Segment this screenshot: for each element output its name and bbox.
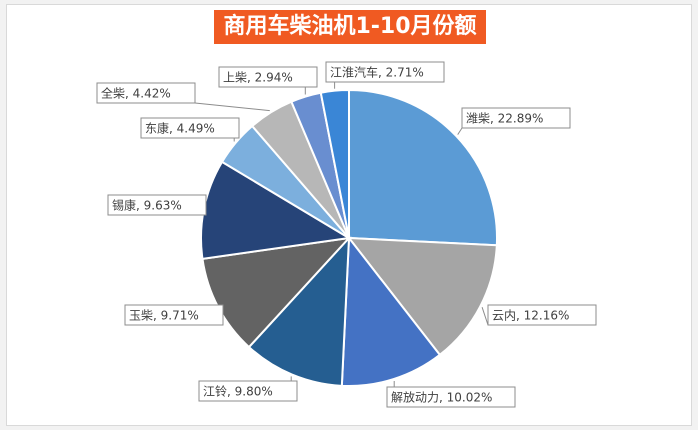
pie-slice [340,235,442,387]
leader-line [457,127,463,135]
slice-label: 解放动力, 10.02% [386,386,516,408]
slice-label-text: 东康, 4.49% [145,121,215,136]
slice-label-text: 潍柴, 22.89% [466,112,543,126]
slice-label-text: 全柴, 4.42% [101,86,171,101]
slice-label-box [140,117,240,139]
slice-label-box [461,107,571,129]
slice-label-box [386,386,516,408]
pie-slice [348,88,498,247]
slice-label: 东康, 4.49% [140,117,240,139]
pie-slice [319,88,350,239]
slice-label-text: 云内, 12.16% [492,309,569,323]
slice-label: 江铃, 9.80% [198,380,298,402]
slice-label-text: 上柴, 2.94% [223,71,293,85]
slice-label: 江淮汽车, 2.71% [325,61,445,83]
slice-label: 上柴, 2.94% [218,66,318,88]
leader-line [481,307,489,326]
slice-label-box [487,304,597,326]
slice-label: 云内, 12.16% [487,304,597,326]
chart-title: 商用车柴油机1-10月份额 [214,10,486,44]
pie-slices [200,88,498,387]
leader-line [194,102,270,112]
slice-label-box [107,194,207,216]
slice-label-box [325,61,445,83]
slice-labels: 潍柴, 22.89% 云内, 12.16% 解放动力, 10.02% 江铃, 9.80… [96,61,597,408]
pie-slice [346,236,498,357]
slice-label-box [198,380,298,402]
slice-label-text: 锡康, 9.63% [112,198,182,213]
slice-label-text: 解放动力, 10.02% [391,390,492,405]
slice-label-box [96,82,196,104]
slice-label: 锡康, 9.63% [107,194,207,216]
slice-label: 潍柴, 22.89% [461,107,571,129]
slice-label-box [124,304,224,326]
slice-label: 玉柴, 9.71% [124,304,224,326]
slice-label: 全柴, 4.42% [96,82,196,104]
slice-label-text: 玉柴, 9.71% [129,309,199,323]
slice-label-text: 江淮汽车, 2.71% [330,65,424,80]
pie-slice [247,235,351,387]
slice-label-text: 江铃, 9.80% [203,384,273,399]
slice-label-box [218,66,318,88]
leader-lines [194,82,489,387]
